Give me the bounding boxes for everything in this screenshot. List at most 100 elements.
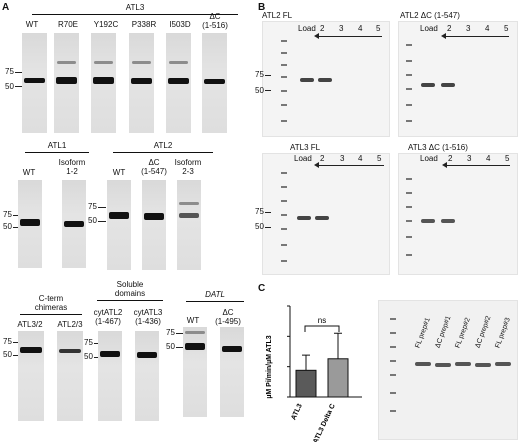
- gel-lane: [91, 33, 116, 133]
- cterm-lane-atl32: ATL3/2: [17, 320, 43, 329]
- b-gel3-arrow: [314, 162, 384, 168]
- gel-lane: [57, 331, 83, 421]
- b-gel2-lane-3: 3: [466, 24, 471, 33]
- atl1-lane-isoform: Isoform: [58, 158, 86, 167]
- b-gel4-lane-5: 5: [505, 154, 510, 163]
- b-gel3-lane-3: 3: [340, 154, 345, 163]
- atl1-lane-isoform-num: 1-2: [66, 167, 78, 176]
- atl1-lane-wt: WT: [22, 168, 36, 177]
- b-gel4-lane-4: 4: [486, 154, 491, 163]
- atl3-bracket: [32, 14, 238, 15]
- atl3-lane-y192c: Y192C: [93, 20, 119, 29]
- c-sig-bracket: [304, 325, 340, 332]
- b-gel1-lane-4: 4: [358, 24, 363, 33]
- mw-50-label: 50: [166, 342, 175, 351]
- gel-lane: [107, 180, 131, 270]
- datl-lane-dc-range: (1-495): [215, 317, 241, 326]
- mw-50-label: 50: [3, 350, 12, 359]
- gel-lane: [22, 33, 47, 133]
- b-gel1-lane-5: 5: [376, 24, 381, 33]
- c-bar-chart: µM Pi/min/µM ATL3 ns ATL3 ATL3 Delta C: [266, 305, 362, 442]
- soluble-lane-cytatl3-range: (1-436): [135, 317, 161, 326]
- b-gel1-lane-2: 2: [320, 24, 325, 33]
- atl2-lane-dc-range: (1-547): [141, 167, 167, 176]
- b-gel2: [398, 21, 518, 137]
- b-gel2-lane-4: 4: [485, 24, 490, 33]
- b-gel4-title: ATL3 ΔC (1-516): [408, 143, 468, 152]
- gel-lane: [183, 327, 207, 417]
- atl2-lane-wt: WT: [112, 168, 126, 177]
- atl2-header: ATL2: [153, 141, 173, 150]
- cterm-lane-atl23: ATL2/3: [57, 320, 83, 329]
- gel-lane: [202, 33, 227, 133]
- panel-letter-b: B: [258, 2, 266, 13]
- atl1-header: ATL1: [47, 141, 67, 150]
- b-gel3-lane-load: Load: [294, 154, 312, 163]
- atl2-lane-isoform: Isoform: [174, 158, 202, 167]
- soluble-header-2: domains: [114, 289, 146, 298]
- panel-letter-c: C: [258, 283, 266, 294]
- gel-lane: [220, 327, 244, 417]
- gel-lane: [129, 33, 154, 133]
- mw-75-label: 75: [166, 328, 175, 337]
- b-gel4: [398, 153, 518, 275]
- c-sig-label: ns: [318, 316, 326, 325]
- gel-lane: [18, 331, 44, 421]
- mw-75-label: 75: [5, 67, 14, 76]
- gel-lane: [142, 180, 166, 270]
- atl3-lane-p338r: P338R: [131, 20, 157, 29]
- soluble-lane-cytatl2: cytATL2: [93, 308, 123, 317]
- b-gel3-title: ATL3 FL: [290, 143, 321, 152]
- datl-lane-dc: ΔC: [222, 308, 234, 317]
- b-gel4-lane-2: 2: [448, 154, 453, 163]
- b-gel4-lane-load: Load: [420, 154, 438, 163]
- gel-lane: [62, 180, 86, 268]
- atl3-lane-dc: ΔC: [209, 12, 221, 21]
- b-gel1-lane-3: 3: [339, 24, 344, 33]
- soluble-header-1: Soluble: [116, 280, 144, 289]
- datl-header: DATL: [205, 290, 225, 299]
- c-xlabel-1: ATL3 Delta C: [312, 403, 337, 442]
- c-bar-0: [295, 369, 317, 398]
- mw-50-label: 50: [255, 222, 264, 231]
- mw-50-label: 50: [255, 86, 264, 95]
- b-gel3-lane-2: 2: [320, 154, 325, 163]
- mw-50-label: 50: [88, 216, 97, 225]
- c-bar-1: [327, 358, 349, 398]
- c-errorbar-1: [334, 332, 342, 359]
- b-gel1-arrow: [314, 33, 382, 39]
- gel-lane: [54, 33, 79, 133]
- mw-75-label: 75: [3, 337, 12, 346]
- b-gel1-title: ATL2 FL: [262, 11, 293, 20]
- b-gel2-arrow: [441, 33, 509, 39]
- mw-75-label: 75: [84, 338, 93, 347]
- mw-50-label: 50: [3, 222, 12, 231]
- mw-75-label: 75: [88, 202, 97, 211]
- mw-75-label: 75: [3, 210, 12, 219]
- b-gel2-lane-load: Load: [420, 24, 438, 33]
- b-gel2-lane-5: 5: [504, 24, 509, 33]
- atl2-lane-dc: ΔC: [148, 158, 160, 167]
- b-gel2-title: ATL2 ΔC (1-547): [400, 11, 460, 20]
- atl2-lane-isoform-num: 2-3: [182, 167, 194, 176]
- atl3-lane-r70e: R70E: [57, 20, 78, 29]
- c-xlabel-0: ATL3: [290, 403, 304, 421]
- atl3-header: ATL3: [125, 3, 145, 12]
- gel-lane: [177, 180, 201, 270]
- mw-50-label: 50: [5, 82, 14, 91]
- b-gel3-lane-4: 4: [358, 154, 363, 163]
- mw-75-label: 75: [255, 70, 264, 79]
- soluble-lane-cytatl3: cytATL3: [133, 308, 163, 317]
- b-gel4-arrow: [442, 162, 510, 168]
- atl3-lane-wt: WT: [25, 20, 39, 29]
- b-gel2-lane-2: 2: [447, 24, 452, 33]
- b-gel4-lane-3: 3: [467, 154, 472, 163]
- gel-lane: [98, 331, 122, 421]
- soluble-lane-cytatl2-range: (1-467): [95, 317, 121, 326]
- b-gel3-lane-5: 5: [377, 154, 382, 163]
- atl3-lane-i503d: I503D: [169, 20, 191, 29]
- gel-lane: [135, 331, 159, 421]
- datl-lane-wt: WT: [186, 316, 200, 325]
- panel-letter-a: A: [2, 2, 10, 13]
- c-gel: [378, 300, 518, 440]
